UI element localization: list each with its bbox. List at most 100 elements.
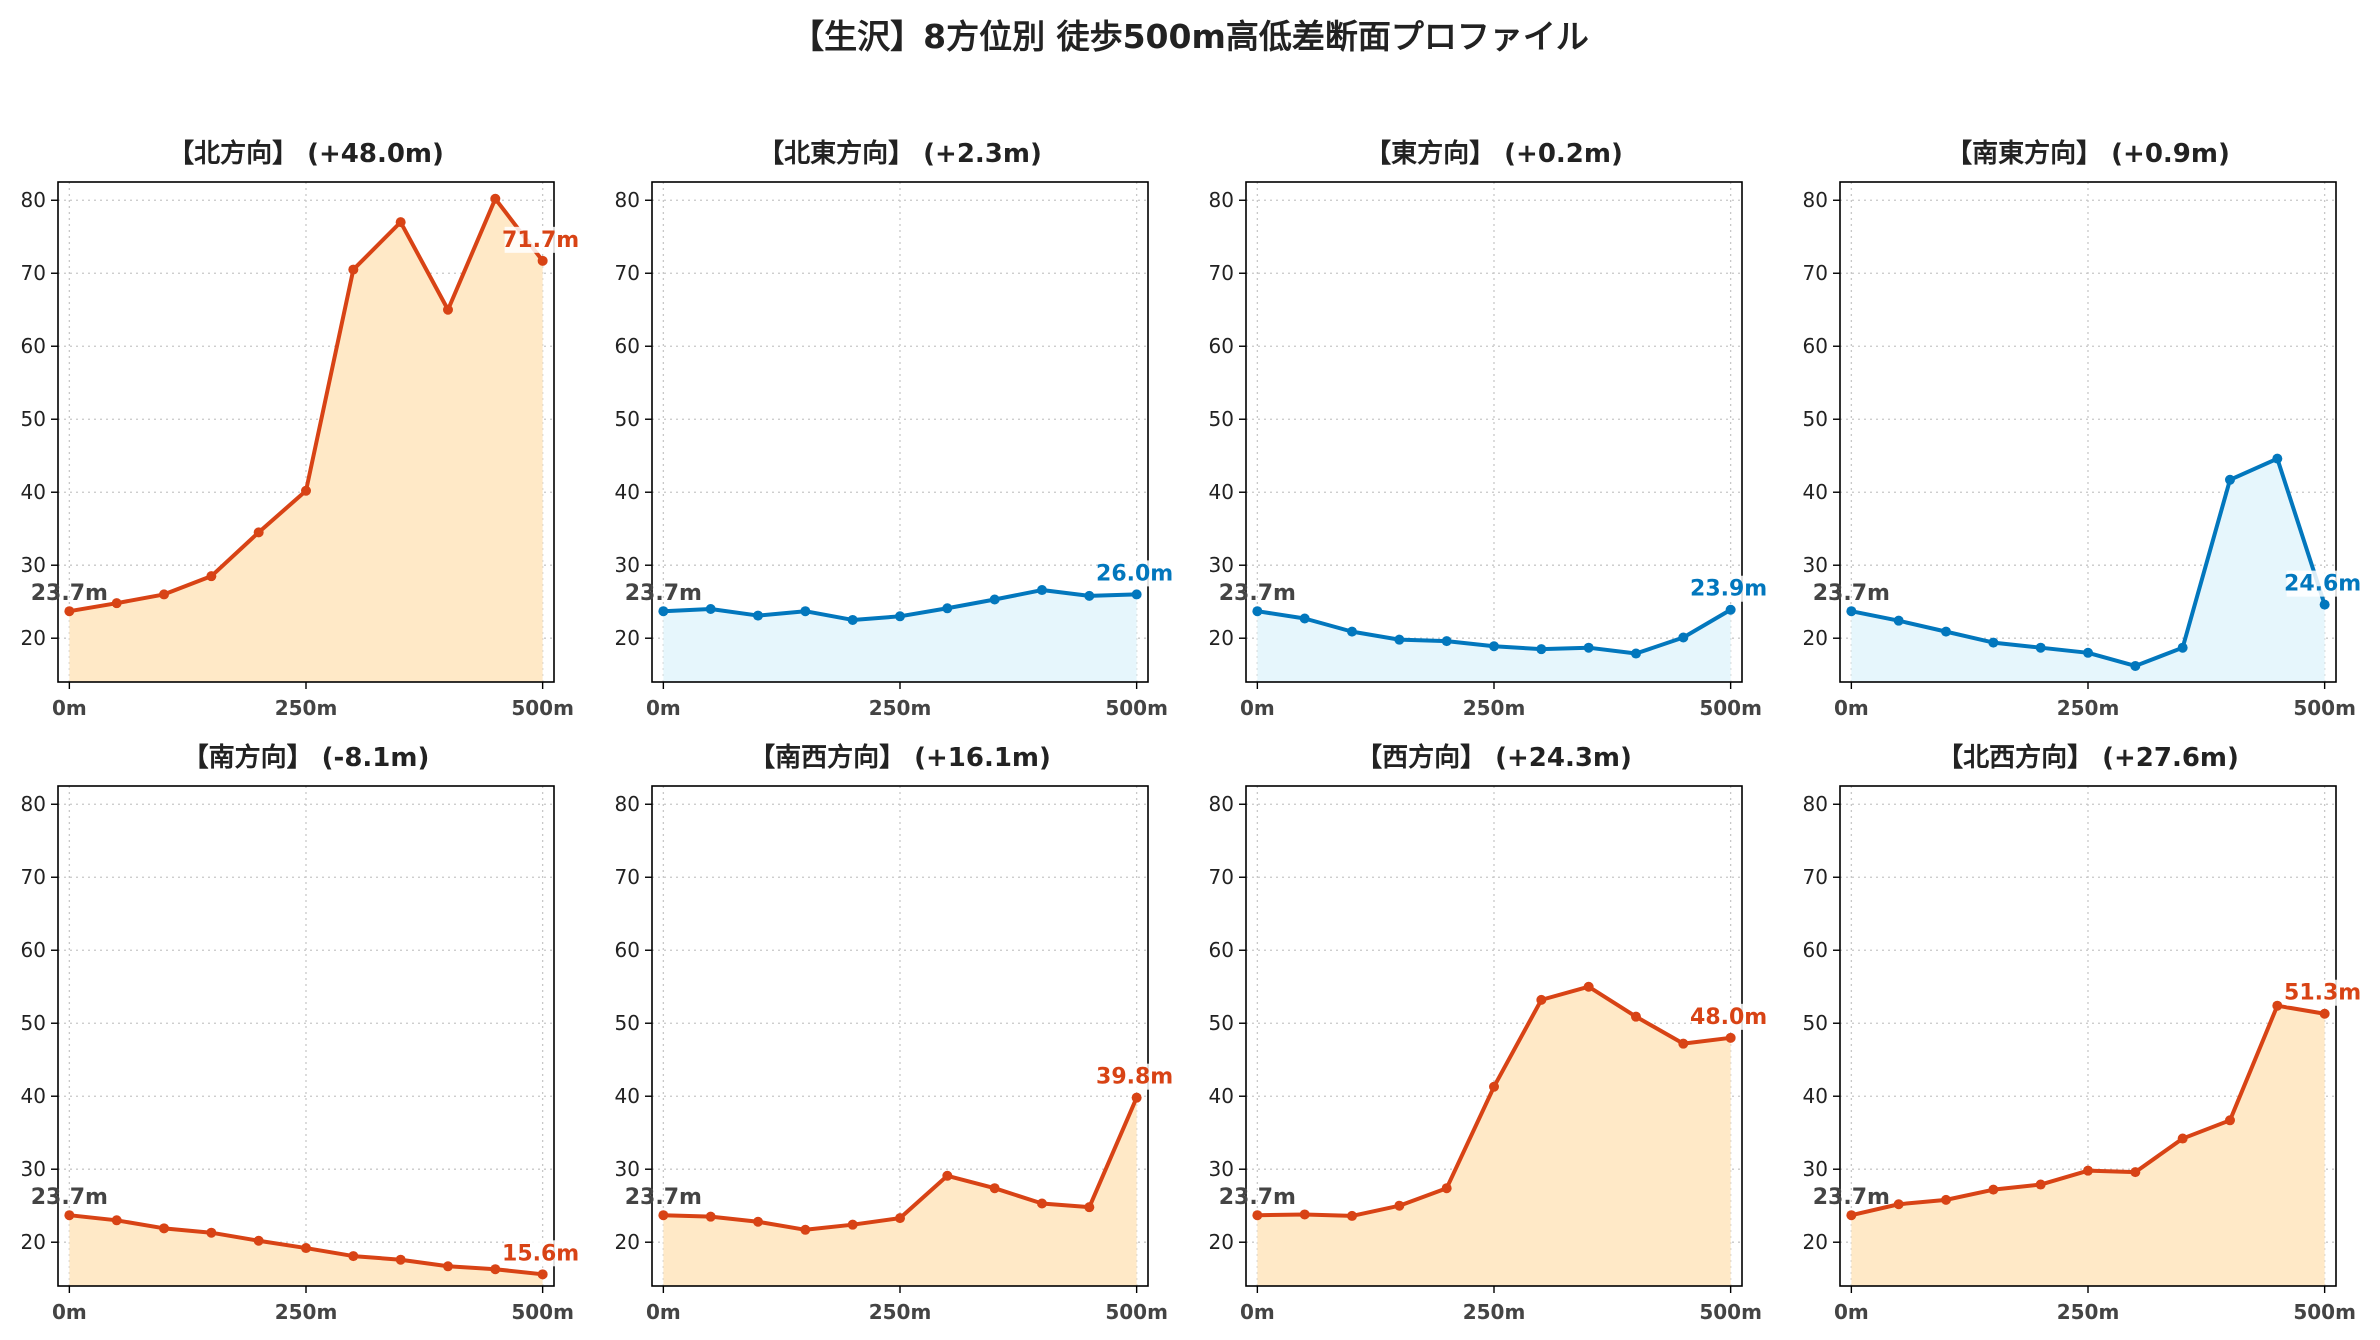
subplot-title: 【北東方向】 (+2.3m): [758, 138, 1042, 169]
data-point: [753, 610, 764, 621]
data-point: [111, 1215, 122, 1226]
data-point: [1941, 626, 1952, 637]
subplot-4: 【南方向】 (-8.1m) 20 30 40 50 60 70 80 0m 250m 500m 23.…: [21, 742, 580, 1324]
data-point: [2130, 1167, 2141, 1178]
data-point: [253, 527, 264, 538]
y-tick-label: 70: [21, 261, 46, 285]
area-fill: [69, 198, 543, 682]
data-point: [2083, 1165, 2093, 1176]
data-point: [348, 264, 359, 275]
data-point: [1299, 613, 1310, 624]
y-tick-label: 30: [615, 553, 640, 577]
end-elevation-label: 26.0m: [1096, 561, 1173, 586]
data-point: [2319, 599, 2330, 610]
x-tick-label: 0m: [52, 696, 87, 720]
x-tick-label: 0m: [1240, 1300, 1275, 1324]
data-point: [1084, 1202, 1095, 1213]
x-tick-label: 0m: [646, 1300, 681, 1324]
data-point: [800, 1224, 811, 1235]
end-elevation-label: 24.6m: [2284, 572, 2361, 597]
y-tick-label: 70: [1209, 865, 1234, 889]
data-point: [395, 217, 406, 228]
y-tick-label: 60: [1209, 938, 1234, 962]
data-point: [537, 255, 548, 266]
data-point: [847, 614, 858, 625]
x-tick-label: 0m: [1240, 696, 1275, 720]
y-tick-label: 70: [1803, 261, 1828, 285]
subplot-1: 【北東方向】 (+2.3m) 20 30 40 50 60 70 80 0m 250m 500m 23…: [615, 138, 1174, 720]
subplot-title: 【北方向】 (+48.0m): [168, 138, 444, 169]
x-tick-label: 500m: [1699, 1300, 1762, 1324]
y-tick-label: 50: [1209, 407, 1234, 431]
data-point: [537, 1269, 548, 1280]
data-point: [1846, 1210, 1857, 1221]
x-tick-label: 0m: [1834, 1300, 1869, 1324]
data-point: [705, 604, 716, 615]
end-label-backing: [2286, 979, 2359, 1006]
end-label-backing: [504, 226, 577, 253]
data-point: [1988, 1184, 1999, 1195]
x-tick-label: 0m: [646, 696, 681, 720]
y-tick-label: 70: [615, 865, 640, 889]
y-tick-label: 60: [615, 938, 640, 962]
data-point: [1678, 1038, 1689, 1049]
data-point: [705, 1211, 716, 1222]
data-point: [1583, 642, 1594, 653]
x-tick-label: 500m: [511, 1300, 574, 1324]
data-point: [1252, 606, 1263, 617]
data-point: [206, 1227, 217, 1238]
data-point: [1252, 1210, 1263, 1221]
data-point: [989, 594, 1000, 605]
data-point: [1893, 615, 1904, 626]
end-label-backing: [1692, 1003, 1765, 1030]
y-tick-label: 70: [21, 865, 46, 889]
data-point: [64, 606, 75, 617]
data-point: [442, 1261, 453, 1272]
y-tick-label: 20: [1209, 1230, 1234, 1254]
x-tick-label: 500m: [2293, 696, 2356, 720]
data-point: [2224, 474, 2235, 485]
y-tick-label: 40: [21, 480, 46, 504]
data-point: [1630, 1011, 1641, 1022]
data-point: [2130, 660, 2141, 671]
data-point: [111, 598, 122, 609]
data-point: [442, 304, 453, 315]
data-point: [395, 1254, 406, 1265]
data-point: [895, 1213, 905, 1224]
data-point: [800, 606, 811, 617]
y-tick-label: 30: [21, 1157, 46, 1181]
start-elevation-label: 23.7m: [625, 581, 702, 606]
subplot-5: 【南西方向】 (+16.1m) 20 30 40 50 60 70 80 0m 250m 500m 2…: [615, 742, 1174, 1324]
y-tick-label: 60: [1209, 334, 1234, 358]
data-point: [2272, 1000, 2283, 1011]
y-tick-label: 60: [21, 334, 46, 358]
data-point: [2224, 1115, 2235, 1126]
y-tick-label: 30: [21, 553, 46, 577]
data-point: [1678, 632, 1689, 643]
x-tick-label: 500m: [1105, 696, 1168, 720]
end-elevation-label: 51.3m: [2284, 981, 2361, 1006]
data-point: [2035, 642, 2046, 653]
data-point: [301, 485, 311, 496]
x-tick-label: 500m: [1699, 696, 1762, 720]
subplot-3: 【南東方向】 (+0.9m) 20 30 40 50 60 70 80 0m 250m 500m 23…: [1803, 138, 2362, 720]
data-point: [847, 1219, 858, 1230]
data-point: [1347, 626, 1358, 637]
subplot-title: 【西方向】 (+24.3m): [1356, 742, 1632, 773]
start-elevation-label: 23.7m: [1813, 1185, 1890, 1210]
data-point: [1299, 1209, 1310, 1220]
end-label-backing: [504, 1240, 577, 1267]
start-elevation-label: 23.7m: [31, 1185, 108, 1210]
x-tick-label: 250m: [869, 696, 932, 720]
data-point: [1725, 1032, 1736, 1043]
data-point: [1846, 606, 1857, 617]
data-point: [1347, 1210, 1358, 1221]
data-point: [1536, 644, 1547, 655]
y-tick-label: 60: [1803, 938, 1828, 962]
x-tick-label: 0m: [52, 1300, 87, 1324]
data-point: [490, 193, 501, 204]
y-tick-label: 50: [21, 407, 46, 431]
y-tick-label: 40: [1209, 1084, 1234, 1108]
y-tick-label: 50: [1209, 1011, 1234, 1035]
area-fill: [663, 1097, 1137, 1286]
